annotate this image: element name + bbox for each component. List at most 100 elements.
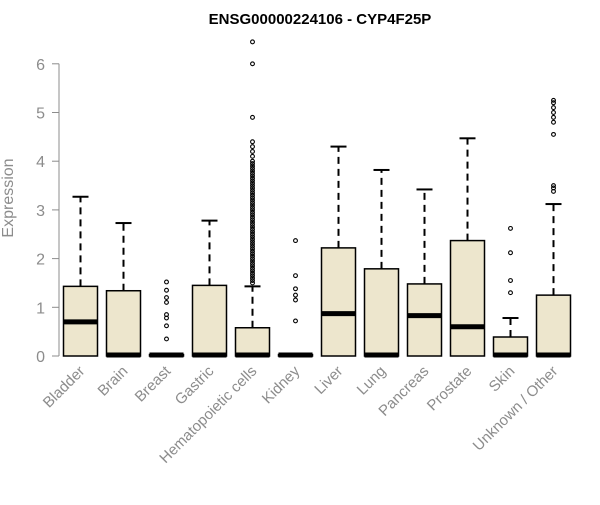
outlier-point	[250, 229, 255, 235]
outlier-point	[250, 256, 255, 262]
box-group	[449, 137, 486, 357]
outlier-point	[250, 161, 255, 167]
x-tick-label: Lung	[354, 363, 390, 399]
x-tick-label: Breast	[132, 362, 175, 405]
box-group	[148, 279, 185, 358]
box	[191, 284, 228, 357]
outlier-point	[250, 261, 255, 266]
outlier-point	[250, 209, 255, 215]
outlier-point	[250, 270, 255, 276]
outlier-point	[250, 280, 255, 286]
outlier-point	[250, 183, 255, 189]
outlier-point	[164, 299, 169, 305]
outlier-point	[250, 173, 255, 179]
outlier-point	[508, 278, 513, 283]
outlier-point	[250, 226, 255, 232]
outlier-point	[250, 170, 255, 176]
y-tick-label: 4	[36, 154, 45, 171]
box	[320, 247, 357, 357]
outlier-point	[250, 222, 255, 227]
box-group	[535, 97, 572, 358]
box-group	[320, 145, 357, 357]
box	[535, 294, 572, 357]
outlier-point	[250, 246, 255, 252]
outlier-point	[250, 241, 255, 247]
outlier-point	[250, 190, 255, 196]
x-tick-label: Kidney	[259, 362, 304, 407]
outlier-point	[551, 131, 556, 137]
outlier-point	[250, 243, 255, 249]
y-tick-label: 2	[36, 252, 45, 269]
outlier-point	[508, 225, 513, 231]
outlier-point	[250, 197, 255, 203]
y-tick-label: 1	[36, 300, 45, 317]
box-group	[191, 219, 228, 358]
outlier-point	[250, 149, 255, 154]
outlier-point	[293, 292, 298, 298]
outlier-point	[164, 312, 169, 318]
y-axis: 0 1 2 3 4 5 6	[36, 57, 60, 366]
outlier-point	[250, 195, 255, 201]
outlier-point	[250, 168, 255, 174]
outlier-point	[250, 192, 255, 198]
outlier-point	[551, 114, 556, 120]
box-group	[492, 225, 529, 358]
outlier-point	[551, 97, 556, 103]
outlier-point	[250, 158, 255, 164]
outlier-point	[250, 239, 255, 245]
outlier-point	[250, 185, 255, 191]
x-tick-label: Brain	[95, 363, 132, 400]
x-tick-label: Bladder	[40, 363, 89, 412]
outlier-point	[250, 39, 255, 45]
outlier-point	[250, 139, 255, 145]
box	[449, 239, 486, 357]
outlier-point	[164, 295, 169, 301]
y-tick-label: 3	[36, 203, 45, 220]
outlier-point	[250, 219, 255, 225]
outlier-point	[551, 119, 556, 125]
box	[363, 268, 400, 357]
box-group	[363, 168, 400, 358]
box	[105, 289, 142, 357]
x-tick-label: Liver	[311, 363, 346, 398]
outlier-point	[250, 231, 255, 237]
outlier-point	[250, 224, 255, 230]
box-group	[105, 222, 142, 358]
outlier-point	[250, 178, 255, 184]
outlier-point	[164, 323, 169, 329]
outlier-point	[551, 100, 556, 106]
outlier-point	[250, 144, 255, 150]
x-tick-label: Prostate	[424, 363, 476, 415]
outlier-point	[250, 273, 255, 279]
outlier-point	[293, 297, 298, 303]
outlier-point	[250, 217, 255, 223]
box-group	[406, 188, 443, 357]
outlier-point	[250, 180, 255, 186]
y-tick-label: 0	[36, 349, 45, 366]
box-group	[234, 39, 271, 358]
outlier-point	[250, 258, 255, 264]
chart-title: ENSG00000224106 - CYP4F25P	[209, 11, 432, 28]
outlier-point	[250, 207, 255, 213]
outlier-point	[250, 251, 255, 257]
outlier-point	[250, 61, 255, 67]
outlier-point	[508, 250, 513, 256]
outlier-point	[250, 236, 255, 242]
outlier-point	[551, 105, 556, 111]
outlier-point	[250, 265, 255, 271]
outlier-point	[250, 214, 255, 220]
outlier-point	[250, 275, 255, 281]
outlier-point	[250, 212, 255, 218]
outlier-point	[250, 205, 255, 210]
outlier-point	[551, 110, 556, 115]
y-axis-label: Expression	[0, 158, 17, 237]
outlier-point	[293, 318, 298, 324]
outlier-point	[508, 290, 513, 296]
outlier-point	[250, 114, 255, 120]
outlier-point	[293, 286, 298, 292]
outlier-point	[250, 187, 255, 193]
outlier-point	[250, 163, 255, 169]
